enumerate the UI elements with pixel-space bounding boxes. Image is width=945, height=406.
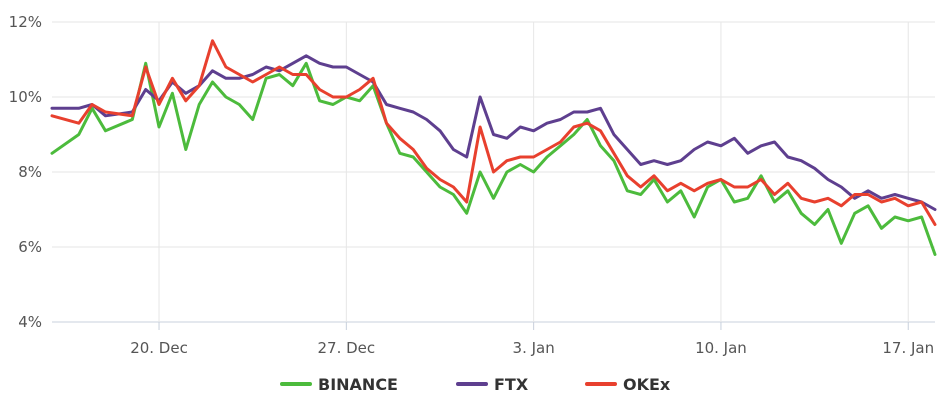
- y-tick-label: 10%: [9, 88, 42, 106]
- legend-item-binance[interactable]: BINANCE: [280, 375, 398, 394]
- y-tick-label: 12%: [9, 13, 42, 31]
- legend-item-ftx[interactable]: FTX: [456, 375, 529, 394]
- legend-label: BINANCE: [318, 375, 398, 394]
- y-tick-label: 6%: [18, 238, 42, 256]
- x-tick-label: 20. Dec: [130, 339, 188, 357]
- x-axis: 20. Dec 27. Dec 3. Jan 10. Jan 17. Jan: [130, 322, 934, 357]
- series-line-okex[interactable]: [50, 39, 937, 226]
- series-line-binance[interactable]: [50, 61, 937, 256]
- y-tick-label: 4%: [18, 313, 42, 331]
- y-axis: 4% 6% 8% 10% 12%: [9, 13, 42, 331]
- x-tick-label: 3. Jan: [513, 339, 555, 357]
- series-lines: [50, 39, 937, 256]
- legend[interactable]: BINANCE FTX OKEx: [280, 375, 671, 394]
- x-tick-label: 27. Dec: [318, 339, 376, 357]
- legend-item-okex[interactable]: OKEx: [585, 375, 671, 394]
- legend-label: OKEx: [623, 375, 671, 394]
- y-tick-label: 8%: [18, 163, 42, 181]
- legend-label: FTX: [494, 375, 529, 394]
- x-tick-label: 10. Jan: [695, 339, 747, 357]
- x-tick-label: 17. Jan: [882, 339, 934, 357]
- series-line-ftx[interactable]: [50, 54, 937, 211]
